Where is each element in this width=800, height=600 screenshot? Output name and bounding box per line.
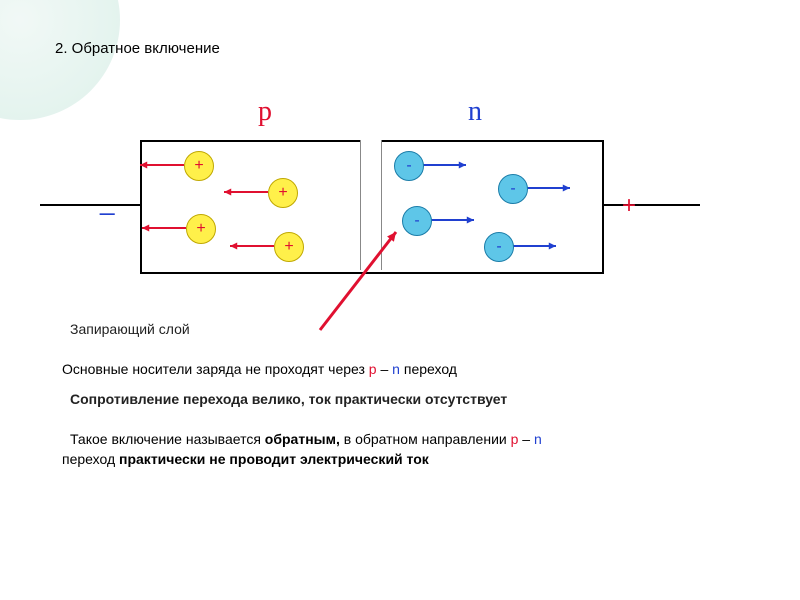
line3-n: n	[534, 431, 542, 447]
hole-carrier-2: +	[186, 214, 216, 244]
label-locking-layer: Запирающий слой	[70, 320, 190, 340]
wire-right	[600, 204, 700, 206]
line4-bold: практически не проводит электрический то…	[119, 451, 429, 467]
region-p-label: p	[258, 96, 272, 128]
text-line2: Сопротивление перехода велико, ток практ…	[70, 390, 507, 410]
terminal-left-minus: _	[100, 186, 114, 217]
line4-pre: переход	[62, 451, 119, 467]
electron-carrier-0: -	[394, 151, 424, 181]
arrows-layer	[0, 0, 800, 600]
line3-bold: обратным,	[265, 431, 344, 447]
text-line4: переход практически не проводит электрич…	[62, 450, 429, 470]
line1-post: переход	[400, 361, 457, 377]
depletion-layer	[360, 140, 382, 270]
line3-pre: Такое включение называется	[70, 431, 265, 447]
line1-dash: –	[377, 361, 393, 377]
region-n-label: n	[468, 96, 482, 128]
electron-carrier-3: -	[484, 232, 514, 262]
electron-carrier-1: -	[498, 174, 528, 204]
line3-mid: в обратном направлении	[344, 431, 511, 447]
line1-pre: Основные носители заряда не проходят чер…	[62, 361, 369, 377]
wire-left	[40, 204, 140, 206]
hole-carrier-1: +	[268, 178, 298, 208]
diagram-title: 2. Обратное включение	[55, 40, 220, 57]
hole-carrier-3: +	[274, 232, 304, 262]
line1-n: n	[392, 361, 400, 377]
electron-carrier-2: -	[402, 206, 432, 236]
line1-p: p	[369, 361, 377, 377]
terminal-right-plus: +	[622, 192, 636, 220]
hole-carrier-0: +	[184, 151, 214, 181]
line3-dash: –	[518, 431, 534, 447]
text-line1: Основные носители заряда не проходят чер…	[62, 360, 457, 380]
text-line3: Такое включение называется обратным, в о…	[70, 430, 720, 450]
decorative-corner	[0, 0, 120, 120]
